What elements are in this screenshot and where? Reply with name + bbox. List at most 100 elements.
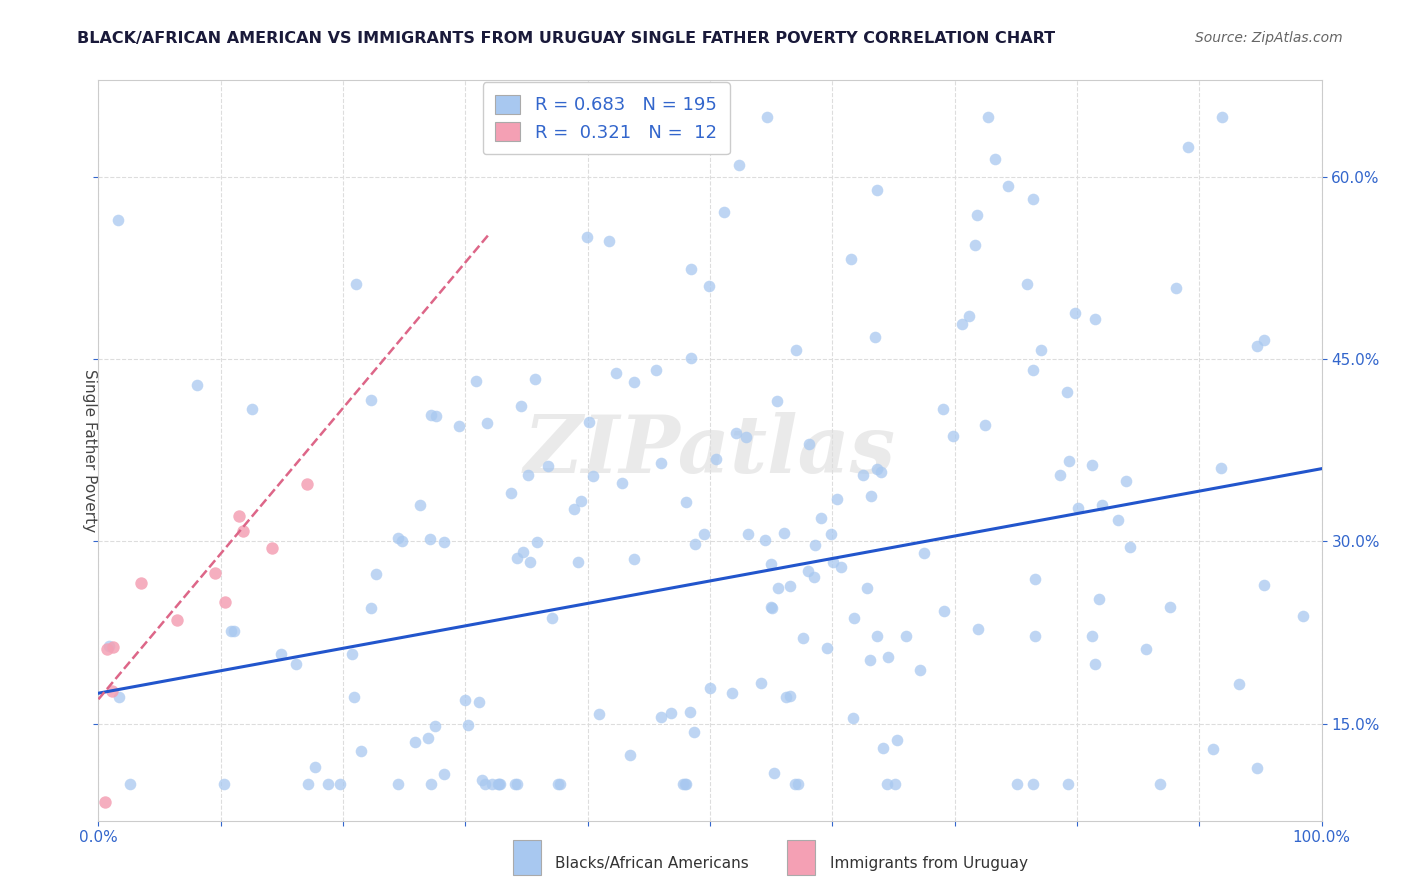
Point	[96, 642, 118, 657]
Point	[186, 378, 208, 392]
Point	[1211, 110, 1233, 124]
Point	[675, 777, 697, 791]
Point	[219, 624, 242, 638]
Point	[761, 600, 783, 615]
Point	[304, 760, 326, 774]
Point	[865, 629, 887, 643]
Point	[1057, 777, 1080, 791]
Point	[1084, 657, 1107, 672]
Point	[841, 711, 863, 725]
Point	[420, 408, 443, 422]
Point	[1107, 513, 1129, 527]
Point	[519, 555, 541, 569]
Point	[768, 581, 790, 595]
Point	[1202, 742, 1225, 756]
Point	[977, 110, 1000, 124]
Point	[107, 213, 129, 227]
Point	[1022, 363, 1045, 377]
Point	[1024, 572, 1046, 586]
Point	[562, 502, 585, 516]
Point	[416, 731, 439, 745]
Point	[623, 375, 645, 389]
Point	[503, 777, 526, 791]
Point	[285, 657, 308, 671]
Text: ZIPatlas: ZIPatlas	[524, 412, 896, 489]
Point	[779, 690, 801, 704]
Point	[598, 234, 620, 248]
Point	[204, 566, 226, 581]
Point	[1177, 140, 1199, 154]
Point	[517, 468, 540, 483]
Point	[775, 690, 797, 704]
Point	[950, 317, 973, 331]
Point	[540, 611, 562, 625]
Point	[749, 675, 772, 690]
Point	[1081, 458, 1104, 473]
Point	[526, 534, 548, 549]
Point	[404, 735, 426, 749]
Point	[297, 777, 319, 791]
Point	[506, 777, 529, 791]
Point	[859, 489, 882, 503]
Point	[523, 371, 546, 385]
Point	[419, 532, 441, 546]
Point	[815, 641, 838, 656]
Point	[762, 766, 785, 780]
Point	[457, 718, 479, 732]
Point	[477, 417, 499, 431]
Point	[659, 706, 682, 720]
Point	[581, 468, 603, 483]
Point	[547, 777, 569, 791]
Point	[713, 204, 735, 219]
Point	[912, 546, 935, 560]
Point	[866, 462, 889, 476]
Point	[1209, 460, 1232, 475]
Point	[683, 536, 706, 550]
Point	[350, 743, 373, 757]
Point	[623, 551, 645, 566]
Point	[1159, 599, 1181, 614]
Point	[645, 363, 668, 377]
Point	[344, 277, 367, 292]
Point	[859, 653, 882, 667]
Point	[419, 777, 441, 791]
Point	[588, 706, 610, 721]
Point	[1253, 578, 1275, 592]
Point	[974, 417, 997, 432]
Point	[681, 261, 703, 276]
Point	[474, 777, 496, 791]
Point	[578, 415, 600, 429]
Point	[725, 426, 748, 441]
Point	[465, 375, 488, 389]
Point	[852, 468, 875, 483]
Point	[488, 777, 510, 791]
Point	[468, 696, 491, 710]
Point	[756, 110, 779, 124]
Point	[797, 436, 820, 450]
Point	[737, 527, 759, 541]
Point	[1017, 277, 1039, 291]
Point	[387, 531, 409, 545]
Point	[366, 566, 388, 581]
Point	[672, 777, 695, 791]
Point	[797, 564, 820, 578]
Point	[779, 579, 801, 593]
Point	[295, 477, 318, 491]
Point	[984, 152, 1007, 166]
Point	[619, 747, 641, 762]
Point	[240, 401, 263, 416]
Point	[391, 534, 413, 549]
Point	[863, 329, 886, 343]
Point	[683, 725, 706, 739]
Point	[735, 429, 758, 443]
Point	[728, 158, 751, 172]
Point	[1022, 192, 1045, 206]
Point	[509, 399, 531, 413]
Point	[1024, 629, 1046, 643]
Point	[934, 604, 956, 618]
Point	[1005, 777, 1028, 791]
Point	[260, 541, 283, 556]
Point	[785, 343, 807, 358]
Point	[704, 452, 727, 467]
Point	[1119, 541, 1142, 555]
